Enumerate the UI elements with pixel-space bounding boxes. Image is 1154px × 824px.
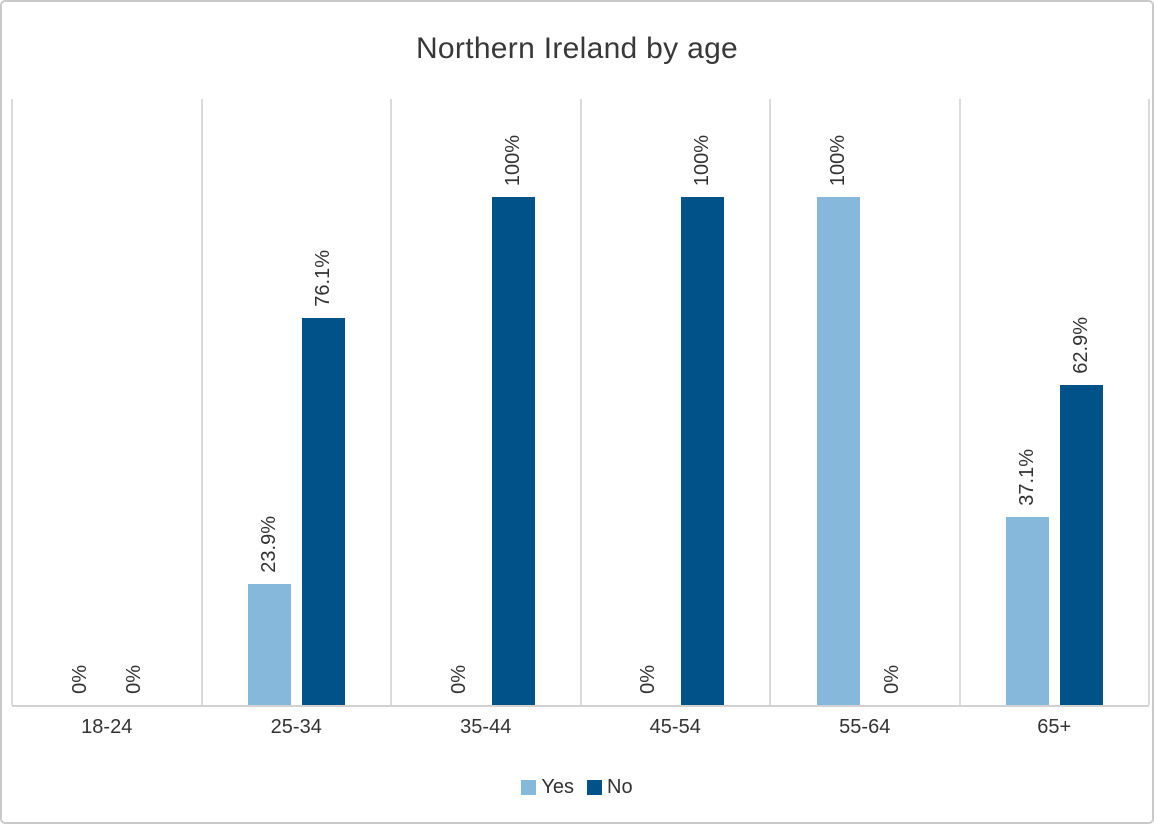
bar-no-45-54 [681, 197, 725, 705]
category-label-25-34: 25-34 [270, 716, 322, 738]
legend: Yes No [2, 776, 1152, 799]
bar-yes-55-64 [816, 197, 860, 705]
data-label-no-25-34: 76.1% [312, 250, 335, 307]
bar-no-65- [1060, 385, 1104, 705]
data-label-no-45-54: 100% [691, 134, 714, 186]
legend-swatch-yes-icon [521, 780, 537, 795]
data-label-yes-55-64: 100% [826, 134, 849, 186]
bar-no-25-34 [302, 318, 346, 705]
category-gridline [201, 99, 203, 705]
legend-item-no: No [587, 776, 633, 799]
data-label-yes-25-34: 23.9% [258, 516, 281, 573]
category-gridline [1148, 99, 1150, 705]
data-label-yes-18-24: 0% [68, 665, 91, 694]
category-gridline [769, 99, 771, 705]
data-label-yes-65-: 37.1% [1016, 449, 1039, 506]
legend-item-yes: Yes [521, 776, 574, 799]
category-gridline [959, 99, 961, 705]
data-label-no-65-: 62.9% [1070, 317, 1093, 374]
legend-swatch-no-icon [587, 780, 603, 795]
bar-yes-65- [1006, 517, 1050, 705]
category-label-35-44: 35-44 [460, 716, 512, 738]
category-gridline [580, 99, 582, 705]
data-label-yes-35-44: 0% [447, 665, 470, 694]
bar-no-35-44 [491, 197, 535, 705]
category-label-18-24: 18-24 [81, 716, 133, 738]
category-gridline [11, 99, 13, 705]
category-label-45-54: 45-54 [649, 716, 701, 738]
category-axis: 18-24 25-34 35-44 45-54 55-64 65+ [12, 716, 1149, 739]
legend-label-yes: Yes [541, 776, 575, 798]
chart-title: Northern Ireland by age [415, 32, 739, 65]
legend-label-no: No [607, 776, 633, 798]
category-label-55-64: 55-64 [839, 716, 891, 738]
data-label-no-35-44: 100% [501, 134, 524, 186]
data-label-no-18-24: 0% [122, 665, 145, 694]
bar-yes-25-34 [248, 584, 292, 705]
data-label-no-55-64: 0% [880, 665, 903, 694]
category-label-65-: 65+ [1037, 716, 1072, 738]
data-label-yes-45-54: 0% [637, 665, 660, 694]
category-gridline [390, 99, 392, 705]
plot-area: 0% 23.9% 0% 0% 100% 37.1% 0% 76.1% 100% 100% 0% 62.… [11, 99, 1150, 707]
